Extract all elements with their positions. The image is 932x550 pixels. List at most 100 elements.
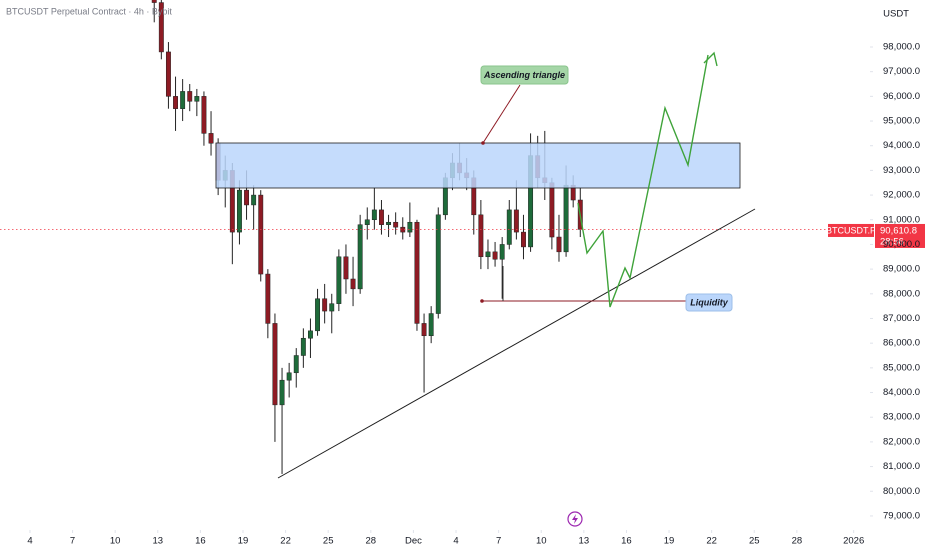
x-tick-label: Dec	[405, 536, 422, 547]
last-price-tag	[875, 223, 925, 248]
candle-body	[322, 298, 328, 312]
candle-body	[478, 214, 484, 258]
x-tick-label: 10	[536, 536, 547, 547]
candle-body	[506, 209, 512, 245]
candle-body	[173, 96, 178, 109]
candle-body	[201, 96, 207, 134]
x-tick-label: 7	[496, 536, 501, 547]
trend-line	[277, 208, 756, 479]
x-tick-label: 2026	[843, 536, 864, 547]
candle-body	[187, 91, 193, 102]
candle-body	[386, 221, 392, 225]
projection-path	[577, 54, 709, 308]
y-tick-label: 91,000.0	[883, 214, 920, 225]
x-tick-label: 28	[792, 536, 803, 547]
y-tick-label: 80,000.0	[883, 486, 920, 497]
y-tick-label: 79,000.0	[883, 510, 920, 521]
liquidity-label-box	[685, 293, 733, 312]
candle-body	[194, 96, 200, 102]
x-tick-label: 13	[152, 536, 163, 547]
currency-label: USDT	[883, 9, 909, 20]
candle-body	[308, 330, 313, 339]
candle-body	[364, 219, 370, 225]
candle-body	[428, 313, 434, 337]
candle-body	[414, 221, 420, 324]
candle-body	[251, 194, 257, 206]
candle-body	[371, 209, 377, 221]
candle-body	[329, 303, 335, 312]
candle-body	[485, 251, 491, 258]
candle-body	[336, 256, 342, 304]
y-tick-label: 98,000.0	[883, 42, 920, 53]
countdown: 28:56	[880, 236, 904, 247]
candle-body	[556, 236, 562, 253]
x-tick-label: 10	[110, 536, 121, 547]
candle-body	[265, 273, 271, 324]
y-tick-label: 87,000.0	[883, 313, 920, 324]
candle-body	[244, 189, 249, 206]
y-tick-label: 85,000.0	[883, 362, 920, 373]
candle-body	[350, 278, 356, 290]
x-tick-label: 25	[323, 536, 334, 547]
candle-body	[513, 209, 519, 233]
triangle-label-box	[480, 65, 569, 85]
chart-title: BTCUSDT Perpetual Contract · 4h · Bybit	[6, 6, 172, 16]
candle-body	[357, 224, 363, 290]
candle-body	[272, 323, 278, 406]
liquidity-label: Liquidity	[690, 297, 728, 307]
x-tick-label: 16	[621, 536, 632, 547]
callout-line	[482, 84, 521, 144]
candle-body	[435, 214, 441, 314]
candle-body	[421, 323, 427, 337]
x-tick-label: 22	[280, 536, 291, 547]
candle-body	[407, 221, 413, 233]
candle-body	[521, 231, 526, 248]
y-tick-label: 88,000.0	[883, 288, 920, 299]
x-tick-label: 13	[579, 536, 590, 547]
candle-body	[208, 133, 214, 144]
candle-body	[293, 355, 299, 374]
event-icon	[567, 511, 583, 527]
y-tick-label: 95,000.0	[883, 116, 920, 127]
y-tick-label: 97,000.0	[883, 66, 920, 77]
candle-body	[393, 221, 399, 228]
candle-body	[549, 182, 555, 238]
x-tick-label: 22	[706, 536, 717, 547]
candle-body	[279, 379, 285, 406]
liquidity-dot	[480, 299, 484, 303]
last-price-label: 90,610.8	[880, 225, 917, 236]
candle-body	[286, 372, 292, 381]
candle-body	[563, 184, 569, 253]
y-tick-label: 93,000.0	[883, 165, 920, 176]
x-tick-label: 25	[749, 536, 760, 547]
y-tick-label: 81,000.0	[883, 461, 920, 472]
candle-body	[300, 337, 306, 356]
x-tick-label: 7	[70, 536, 75, 547]
candle-body	[158, 2, 164, 53]
y-tick-label: 96,000.0	[883, 91, 920, 102]
candle-body	[165, 51, 171, 97]
candle-body	[236, 189, 242, 233]
candle-body	[180, 91, 186, 109]
candle-body	[492, 251, 498, 260]
candle-body	[379, 209, 384, 225]
candle-body	[258, 194, 264, 275]
x-tick-label: 28	[366, 536, 377, 547]
x-tick-label: 19	[238, 536, 249, 547]
x-tick-label: 4	[27, 536, 32, 547]
x-tick-label: 16	[195, 536, 206, 547]
y-tick-label: 84,000.0	[883, 387, 920, 398]
y-tick-label: 94,000.0	[883, 140, 920, 151]
y-tick-label: 82,000.0	[883, 436, 920, 447]
candle-body	[499, 244, 505, 260]
symbol-tag	[828, 223, 874, 237]
y-tick-label: 86,000.0	[883, 338, 920, 349]
price-tag: BTCUSDT.P 90,610.8 28:56	[826, 223, 925, 248]
candle-body	[315, 298, 321, 332]
plot-area	[0, 0, 873, 533]
y-tick-label: 90,000.0	[883, 239, 920, 250]
y-tick-label: 89,000.0	[883, 264, 920, 275]
event-bolt	[572, 514, 578, 524]
